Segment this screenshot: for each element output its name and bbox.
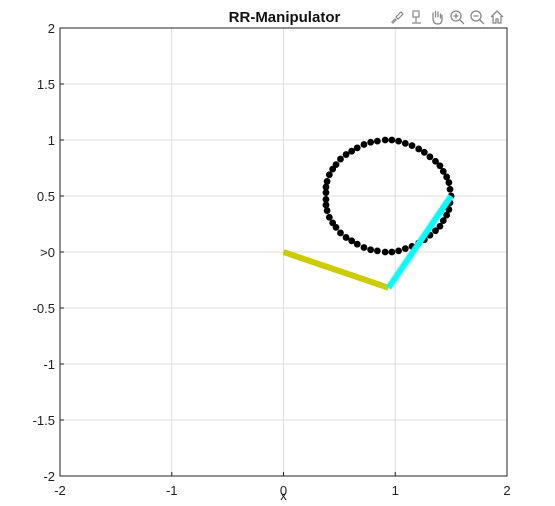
trajectory-point	[323, 178, 331, 185]
trajectory-point	[353, 240, 361, 248]
trajectory-point	[432, 157, 439, 165]
x-tick-label: 1	[392, 483, 399, 498]
trajectory-point	[322, 201, 330, 209]
y-tick-label: 1	[48, 133, 55, 148]
trajectory-point	[337, 229, 344, 237]
y-tick-label: >0	[40, 245, 55, 260]
trajectory-point	[322, 183, 330, 191]
y-tick-label: -2	[43, 469, 55, 484]
x-tick-label: 0	[280, 483, 287, 498]
trajectory-point	[436, 222, 444, 230]
trajectory-point	[445, 206, 453, 213]
x-tick-label: -1	[166, 483, 178, 498]
y-tick-label: -1	[43, 357, 55, 372]
trajectory-point	[420, 148, 428, 156]
trajectory-point	[373, 137, 381, 145]
y-tick-label: 0.5	[37, 189, 55, 204]
trajectory-point	[337, 155, 344, 163]
trajectory-point	[408, 142, 416, 150]
trajectory-point	[388, 248, 396, 256]
brush-icon[interactable]	[388, 7, 406, 27]
manipulator-link-2	[386, 194, 454, 290]
home-icon[interactable]	[488, 7, 506, 27]
trajectory-point	[322, 189, 330, 197]
trajectory-point	[360, 141, 368, 148]
trajectory-point	[432, 227, 439, 235]
trajectory-point	[367, 138, 375, 146]
trajectory-point	[381, 136, 389, 144]
trajectory-point	[443, 211, 451, 219]
x-axis-label: x	[280, 488, 287, 503]
trajectory-point	[395, 137, 403, 145]
manipulator-link-1	[282, 249, 390, 291]
y-tick-label: 2	[48, 21, 55, 36]
y-tick-label: -0.5	[33, 301, 55, 316]
trajectory-point	[401, 245, 409, 253]
series	[282, 136, 455, 291]
trajectory-point	[332, 223, 340, 231]
trajectory-point	[367, 246, 375, 254]
chart-title: RR-Manipulator	[229, 9, 341, 26]
trajectory-point	[395, 247, 403, 255]
trajectory-point	[373, 247, 381, 255]
figure-toolbar	[388, 7, 506, 27]
trajectory-point	[323, 207, 331, 214]
trajectory-point	[360, 244, 368, 251]
trajectory-point	[426, 153, 434, 161]
trajectory-point	[446, 185, 454, 193]
trajectory-point	[443, 173, 451, 181]
trajectory-point	[322, 195, 330, 203]
trajectory-point	[439, 217, 447, 225]
trajectory-point	[342, 234, 350, 241]
zoom-in-icon[interactable]	[448, 7, 466, 27]
trajectory-point	[348, 147, 356, 155]
trajectory-point	[329, 165, 337, 173]
zoom-out-icon[interactable]	[468, 7, 486, 27]
trajectory-point	[381, 248, 389, 256]
trajectory-point	[388, 136, 396, 144]
trajectory-point	[348, 237, 356, 245]
y-tick-label: -1.5	[33, 413, 55, 428]
y-axis-ticks: -2 -1.5 -1 -0.5 >0 0.5 1 1.5 2	[33, 21, 64, 484]
trajectory-point	[342, 151, 350, 158]
trajectory-point	[401, 139, 409, 147]
y-tick-label: 1.5	[37, 77, 55, 92]
trajectory-point	[436, 162, 444, 170]
x-tick-label: 2	[503, 483, 510, 498]
trajectory-point	[439, 167, 447, 175]
trajectory-point	[325, 171, 333, 179]
trajectory-point	[445, 179, 453, 186]
data-tips-icon[interactable]	[408, 7, 426, 27]
trajectory-point	[415, 145, 423, 153]
x-axis-ticks: -2 -1 0 1 2	[54, 472, 511, 498]
trajectory-point	[325, 213, 333, 221]
x-tick-label: -2	[54, 483, 66, 498]
pan-icon[interactable]	[428, 7, 446, 27]
trajectory-point	[353, 144, 361, 152]
